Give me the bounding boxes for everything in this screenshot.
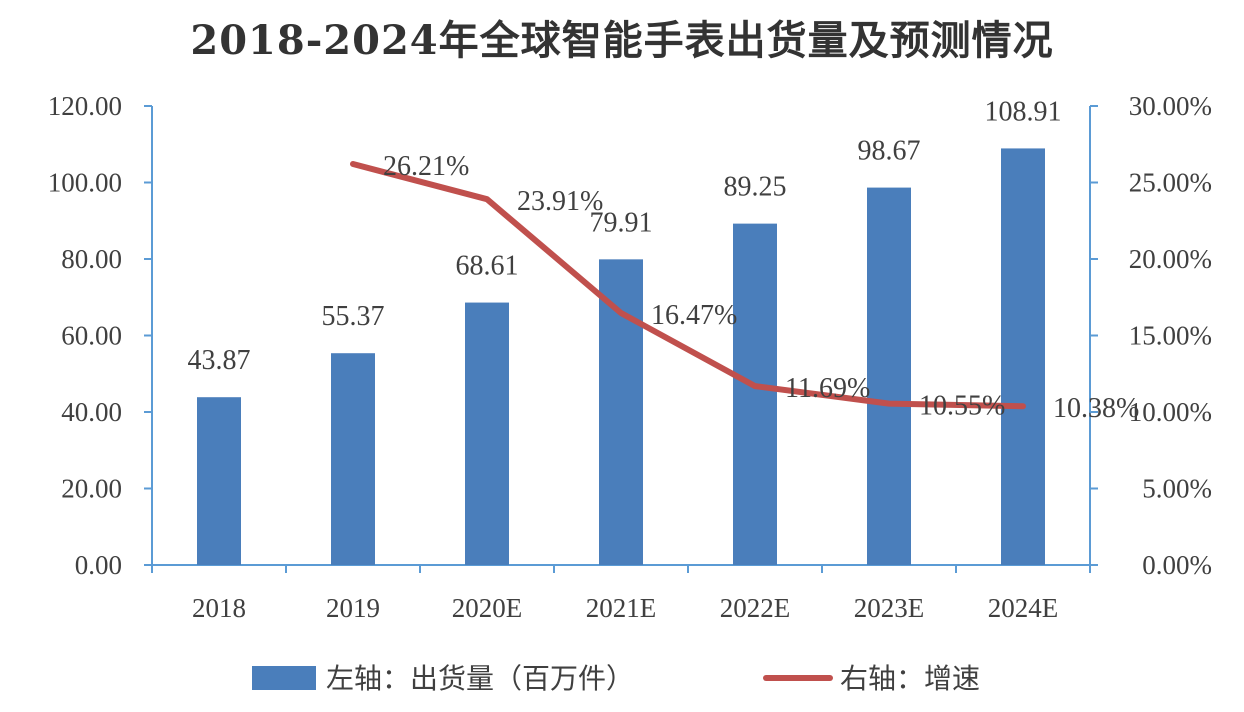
x-axis-tick-label: 2020E [452,593,523,623]
bar [197,397,241,565]
left-axis-tick-label: 100.00 [48,168,122,198]
line-data-label: 11.69% [785,373,870,404]
line-point [887,401,891,406]
bar-data-label: 108.91 [985,96,1062,127]
line-point [485,197,489,202]
line-data-label: 10.38% [1053,393,1139,424]
line-point [1021,404,1025,409]
bar [331,353,375,565]
left-axis-tick-label: 20.00 [61,474,122,504]
right-axis-tick-label: 10.00% [1129,397,1212,427]
left-axis-tick-label: 0.00 [75,550,122,580]
bar-data-label: 55.37 [322,301,385,332]
right-axis-tick-label: 0.00% [1142,550,1212,580]
right-axis-tick-label: 15.00% [1129,321,1212,351]
bar-data-label: 98.67 [858,136,921,167]
x-axis-tick-label: 2023E [854,593,925,623]
left-axis-tick-label: 40.00 [61,397,122,427]
x-axis-tick-label: 2022E [720,593,791,623]
bar-data-label: 79.91 [590,207,653,238]
line-point [753,384,757,389]
left-axis-tick-label: 120.00 [48,91,122,121]
legend-bar-label: 左轴：出货量（百万件） [326,662,634,695]
bar [733,223,777,565]
line-data-label: 26.21% [383,151,469,182]
growth-rate-line [350,161,1026,410]
legend-line-label: 右轴：增速 [840,662,980,695]
line-point [351,161,355,166]
x-axis-tick-label: 2021E [586,593,657,623]
line-data-label: 16.47% [651,300,737,331]
left-axis-tick-label: 60.00 [61,321,122,351]
right-axis-tick-label: 5.00% [1142,474,1212,504]
bar [599,259,643,565]
x-axis-tick-label: 2018 [192,593,246,623]
legend-bar-swatch [252,666,316,690]
line-data-label: 23.91% [517,186,603,217]
bar [465,302,509,565]
chart-title: 2018-2024年全球智能手表出货量及预测情况 [190,17,1054,64]
bar [1001,148,1045,565]
x-axis-tick-label: 2019 [326,593,380,623]
bar [867,187,911,565]
right-axis-tick-label: 25.00% [1129,168,1212,198]
left-axis-tick-label: 80.00 [61,244,122,274]
right-axis-tick-label: 20.00% [1129,244,1212,274]
bar-data-label: 68.61 [456,251,519,282]
line-point [619,311,623,316]
bar-data-label: 89.25 [724,172,787,203]
bar-data-label: 43.87 [188,345,251,376]
x-axis-tick-label: 2024E [988,593,1059,623]
right-axis-tick-label: 30.00% [1129,91,1212,121]
line-data-label: 10.55% [919,391,1005,422]
